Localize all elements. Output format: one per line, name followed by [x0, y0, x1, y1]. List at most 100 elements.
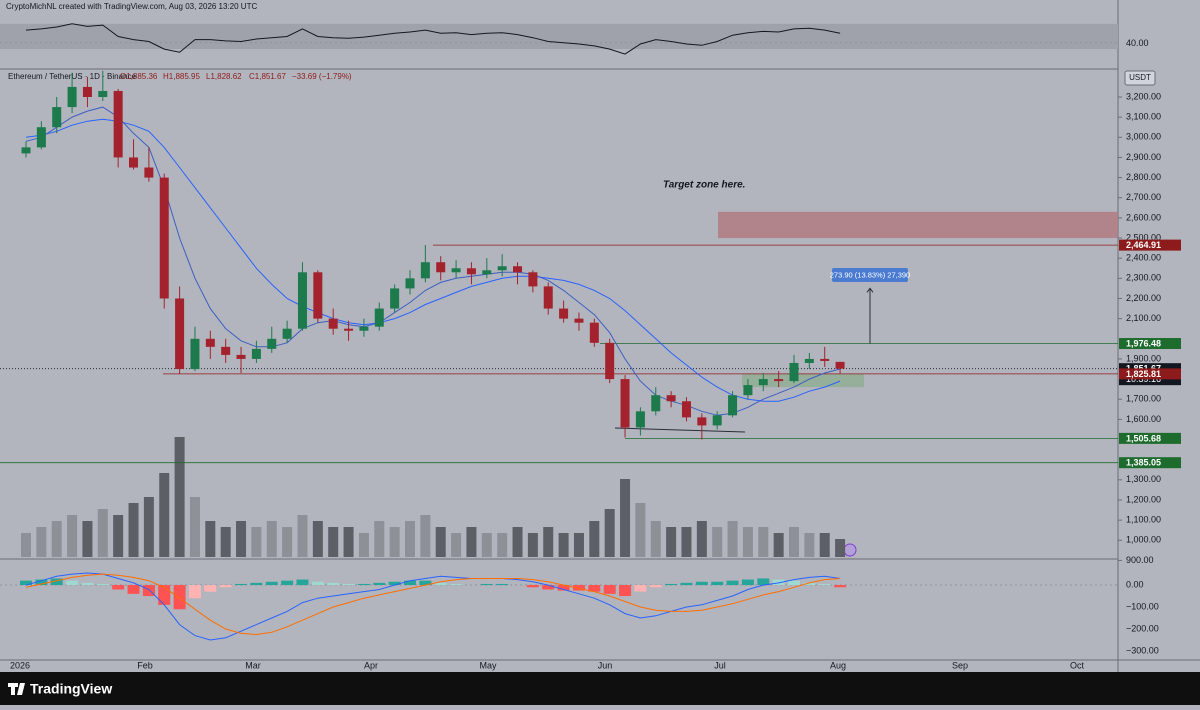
price-tick-label: 1,700.00 [1126, 394, 1161, 404]
event-icon[interactable] [843, 543, 857, 557]
macd-histogram-bar [35, 579, 48, 586]
volume-bar [543, 527, 554, 557]
volume-bar [512, 527, 523, 557]
level-tag-label: 2,464.91 [1126, 240, 1161, 250]
candle-body [313, 272, 323, 319]
macd-tick-label: −200.00 [1126, 623, 1159, 633]
candle-body [67, 86, 77, 108]
volume-bar [67, 515, 78, 557]
volume-bar [558, 533, 569, 557]
macd-histogram-bar [142, 585, 155, 597]
candle-body [420, 262, 430, 279]
ohlc-change: −33.69 (−1.79%) [292, 72, 352, 81]
price-tick-label: 2,500.00 [1126, 232, 1161, 242]
volume-bar [819, 533, 830, 557]
volume-bar [435, 527, 446, 557]
time-label: Jul [714, 660, 726, 670]
candle-body [21, 147, 31, 154]
candle-body [482, 270, 492, 275]
candle-body [789, 362, 799, 382]
volume-bar [405, 521, 415, 557]
volume-bar [220, 527, 231, 557]
candle-body [804, 358, 814, 363]
level-tag [1119, 338, 1181, 350]
footer [0, 672, 1200, 705]
volume-bar [174, 437, 185, 557]
volume-bar [620, 479, 631, 557]
macd-histogram-bar [127, 585, 140, 594]
volume-bar [635, 503, 646, 557]
macd-histogram-bar [526, 585, 539, 588]
macd-histogram-bar [388, 581, 401, 586]
macd-histogram-bar [311, 581, 324, 586]
volume-bar [773, 533, 784, 557]
macd-histogram-bar [496, 583, 509, 586]
price-tick-label: 2,700.00 [1126, 192, 1161, 202]
volume-bar [742, 527, 753, 557]
volume-bar [297, 515, 308, 557]
macd-histogram-bar [342, 583, 355, 586]
volume-bar [205, 521, 216, 557]
candle-body [451, 268, 461, 273]
volume-bar [51, 521, 62, 557]
macd-histogram-bar [265, 581, 278, 586]
candle-body [635, 411, 645, 428]
macd-line [25, 572, 841, 641]
volume-bar [589, 521, 600, 557]
price-tick-label: 3,100.00 [1126, 112, 1161, 122]
macd-histogram-bar [557, 585, 570, 591]
currency-label[interactable]: USDT [1129, 73, 1151, 82]
candle-body [589, 322, 599, 343]
ohlc-high: H1,885.95 [163, 72, 200, 81]
volume-bar [604, 509, 615, 557]
rsi-line [25, 23, 841, 55]
candle-body [190, 338, 200, 370]
price-tick-label: 2,600.00 [1126, 212, 1161, 222]
candle-body [52, 107, 62, 128]
candle-body [743, 385, 753, 396]
currency-box[interactable] [1124, 70, 1156, 86]
price-tick-label: 2,300.00 [1126, 273, 1161, 283]
time-label: Mar [245, 660, 261, 670]
candle-body [267, 338, 277, 349]
volume-bar [36, 527, 47, 557]
candle-body [559, 308, 569, 319]
candle-body [282, 328, 292, 339]
volume-bar [159, 473, 170, 557]
macd-histogram-bar [66, 580, 79, 586]
time-label: May [479, 660, 497, 670]
time-label: Aug [830, 660, 846, 670]
candle-body [374, 308, 384, 327]
measure-box [832, 268, 908, 282]
time-label: Sep [952, 660, 968, 670]
candle-body [835, 361, 845, 369]
volume-bar [328, 527, 339, 557]
candle-body [328, 318, 338, 329]
time-label: Feb [137, 660, 153, 670]
ohlc-low: L1,828.62 [206, 72, 242, 81]
volume-bar [374, 521, 385, 557]
price-tick-label: 1,900.00 [1126, 353, 1161, 363]
price-tick-label: 900.00 [1126, 555, 1154, 565]
candle-body [159, 177, 169, 299]
time-label: Jun [598, 660, 613, 670]
price-tick-label: 2,900.00 [1126, 152, 1161, 162]
candle-body [574, 318, 584, 323]
candle-body [774, 379, 784, 382]
measure-arrowhead [866, 287, 874, 293]
signal-line [25, 573, 841, 636]
candle-body [236, 354, 246, 359]
volume-bar [712, 527, 723, 557]
macd-histogram-bar [81, 582, 94, 586]
level-tag [1119, 239, 1181, 251]
macd-histogram-bar [788, 580, 800, 586]
volume-bar [389, 527, 400, 557]
price-tick-label: 1,100.00 [1126, 514, 1161, 524]
rsi-tick-label: 40.00 [1126, 38, 1149, 48]
macd-histogram-bar [281, 580, 294, 586]
macd-histogram-bar [680, 582, 693, 586]
macd-histogram-bar [572, 585, 585, 591]
candle-body [175, 298, 185, 370]
ohlc-close: C1,851.67 [249, 72, 286, 81]
